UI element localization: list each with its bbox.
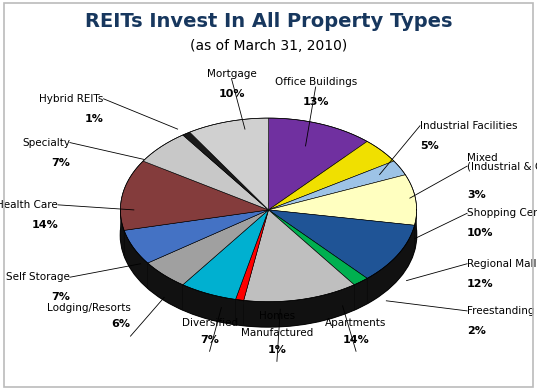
Text: Mortgage: Mortgage	[207, 69, 256, 79]
Text: Apartments: Apartments	[325, 318, 387, 328]
Text: 10%: 10%	[467, 229, 494, 238]
Polygon shape	[268, 161, 405, 210]
Text: (Industrial & Office): (Industrial & Office)	[467, 161, 537, 171]
Polygon shape	[183, 210, 268, 300]
Text: 14%: 14%	[343, 335, 369, 344]
Text: 6%: 6%	[112, 319, 130, 330]
Text: 12%: 12%	[467, 279, 494, 289]
Polygon shape	[268, 210, 415, 278]
Text: Manufactured: Manufactured	[241, 328, 313, 338]
Text: 14%: 14%	[31, 220, 58, 230]
Polygon shape	[148, 263, 183, 310]
Polygon shape	[183, 132, 268, 210]
Polygon shape	[236, 300, 244, 326]
Text: 2%: 2%	[467, 326, 486, 336]
Polygon shape	[190, 118, 268, 210]
Polygon shape	[148, 210, 268, 285]
Polygon shape	[367, 225, 415, 304]
Polygon shape	[268, 142, 394, 210]
Polygon shape	[415, 212, 417, 250]
Polygon shape	[236, 210, 268, 300]
Ellipse shape	[120, 143, 417, 327]
Polygon shape	[268, 210, 367, 285]
Text: Lodging/Resorts: Lodging/Resorts	[47, 303, 130, 312]
Polygon shape	[124, 230, 148, 288]
Polygon shape	[268, 175, 417, 225]
Text: 5%: 5%	[420, 141, 439, 151]
Text: Industrial Facilities: Industrial Facilities	[420, 121, 518, 131]
Text: Specialty: Specialty	[22, 138, 70, 147]
Text: 1%: 1%	[85, 114, 104, 124]
Polygon shape	[244, 285, 354, 327]
Text: 1%: 1%	[267, 345, 286, 355]
Polygon shape	[124, 210, 268, 263]
Text: Hybrid REITs: Hybrid REITs	[39, 94, 104, 104]
Text: Shopping Centers: Shopping Centers	[467, 208, 537, 218]
Text: Regional Malls: Regional Malls	[467, 259, 537, 269]
Text: 7%: 7%	[200, 335, 219, 344]
Text: Health Care: Health Care	[0, 200, 58, 210]
Text: Diversified: Diversified	[182, 318, 238, 328]
Polygon shape	[143, 135, 268, 210]
Text: 13%: 13%	[302, 97, 329, 107]
Polygon shape	[120, 210, 124, 255]
Polygon shape	[354, 278, 367, 310]
Text: REITs Invest In All Property Types: REITs Invest In All Property Types	[85, 12, 452, 31]
Text: Homes: Homes	[259, 311, 295, 321]
Text: 3%: 3%	[467, 190, 486, 200]
Text: 7%: 7%	[51, 158, 70, 168]
Polygon shape	[120, 161, 268, 230]
Text: Self Storage: Self Storage	[6, 272, 70, 282]
Polygon shape	[244, 210, 354, 302]
Polygon shape	[268, 118, 367, 210]
Text: Freestanding Retail: Freestanding Retail	[467, 306, 537, 316]
Text: Office Buildings: Office Buildings	[274, 77, 357, 87]
Text: Mixed: Mixed	[467, 153, 498, 163]
Polygon shape	[183, 285, 236, 325]
Text: 7%: 7%	[51, 292, 70, 302]
Text: (as of March 31, 2010): (as of March 31, 2010)	[190, 39, 347, 53]
Text: 10%: 10%	[218, 89, 245, 99]
